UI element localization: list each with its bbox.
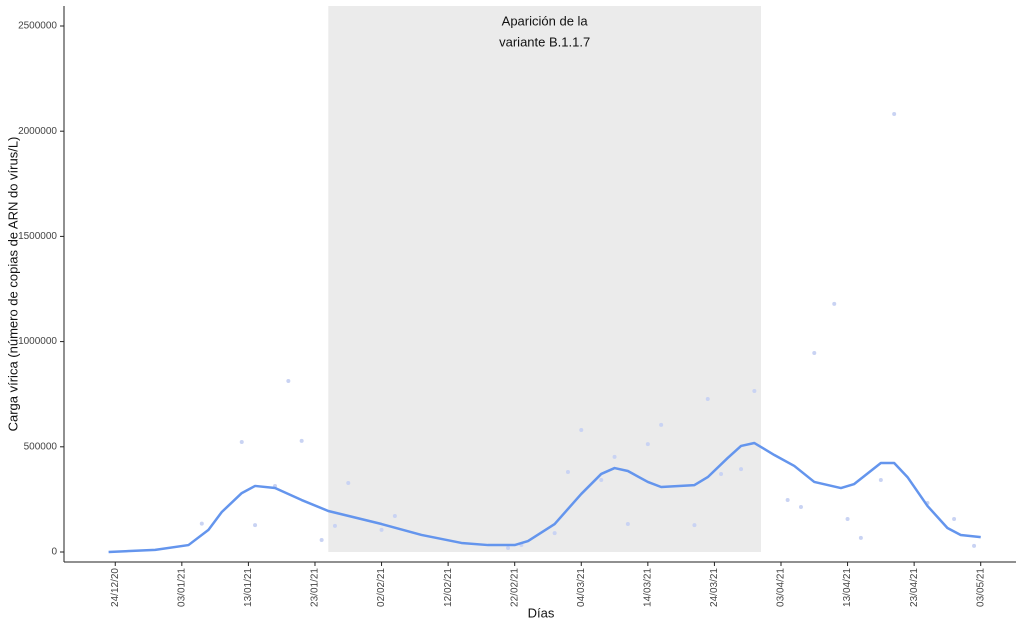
x-tick-label: 12/02/21 (443, 568, 454, 607)
data-point (719, 471, 724, 476)
x-axis-title: Días (528, 605, 555, 620)
data-point (599, 478, 604, 483)
y-tick-label: 1000000 (18, 336, 57, 347)
x-tick-label: 03/04/21 (776, 568, 787, 607)
y-tick-label: 1500000 (18, 231, 57, 242)
shaded-region (328, 6, 762, 553)
data-point (812, 350, 817, 355)
x-tick-label: 23/04/21 (909, 568, 920, 607)
data-point (625, 522, 630, 527)
data-point (798, 504, 803, 509)
x-tick-label: 03/05/21 (975, 568, 986, 607)
annotation: variante B.1.1.7 (499, 34, 590, 49)
data-point (286, 378, 291, 383)
x-tick-label: 02/02/21 (376, 568, 387, 607)
y-tick-label: 2500000 (18, 21, 57, 32)
data-point (952, 516, 957, 521)
y-tick-label: 500000 (24, 441, 58, 452)
data-point (858, 535, 863, 540)
data-point (506, 546, 511, 551)
trend-line (108, 441, 981, 554)
x-tick-label: 24/12/20 (110, 568, 121, 607)
data-point (659, 422, 664, 427)
x-tick-label: 22/02/21 (509, 568, 520, 607)
data-point (253, 523, 258, 528)
data-point (392, 514, 397, 519)
data-point (332, 523, 337, 528)
data-point (612, 454, 617, 459)
data-point (878, 478, 883, 483)
data-point (565, 470, 570, 475)
data-point (892, 111, 897, 116)
data-point (645, 442, 650, 447)
x-tick-label: 04/03/21 (576, 568, 587, 607)
y-axis-title: Carga vírica (número de copias de ARN do… (5, 137, 20, 432)
y-tick-label: 0 (51, 547, 57, 558)
data-point (845, 516, 850, 521)
data-point (579, 427, 584, 432)
data-point (199, 521, 204, 526)
data-point (692, 523, 697, 528)
x-tick-label: 14/03/21 (642, 568, 653, 607)
data-point (379, 527, 384, 532)
data-point (552, 531, 557, 536)
data-point (752, 389, 757, 394)
data-point (785, 498, 790, 503)
data-point (705, 397, 710, 402)
data-point (972, 543, 977, 548)
data-point (319, 538, 324, 543)
x-tick-label: 13/04/21 (842, 568, 853, 607)
y-tick-label: 2000000 (18, 126, 57, 137)
data-point (239, 439, 244, 444)
data-point (346, 480, 351, 485)
x-tick-label: 03/01/21 (176, 568, 187, 607)
x-tick-label: 24/03/21 (709, 568, 720, 607)
data-point (739, 467, 744, 472)
x-tick-label: 23/01/21 (310, 568, 321, 607)
data-point (832, 301, 837, 306)
annotation: Aparición de la (502, 13, 589, 28)
data-point (299, 438, 304, 443)
x-tick-label: 13/01/21 (243, 568, 254, 607)
